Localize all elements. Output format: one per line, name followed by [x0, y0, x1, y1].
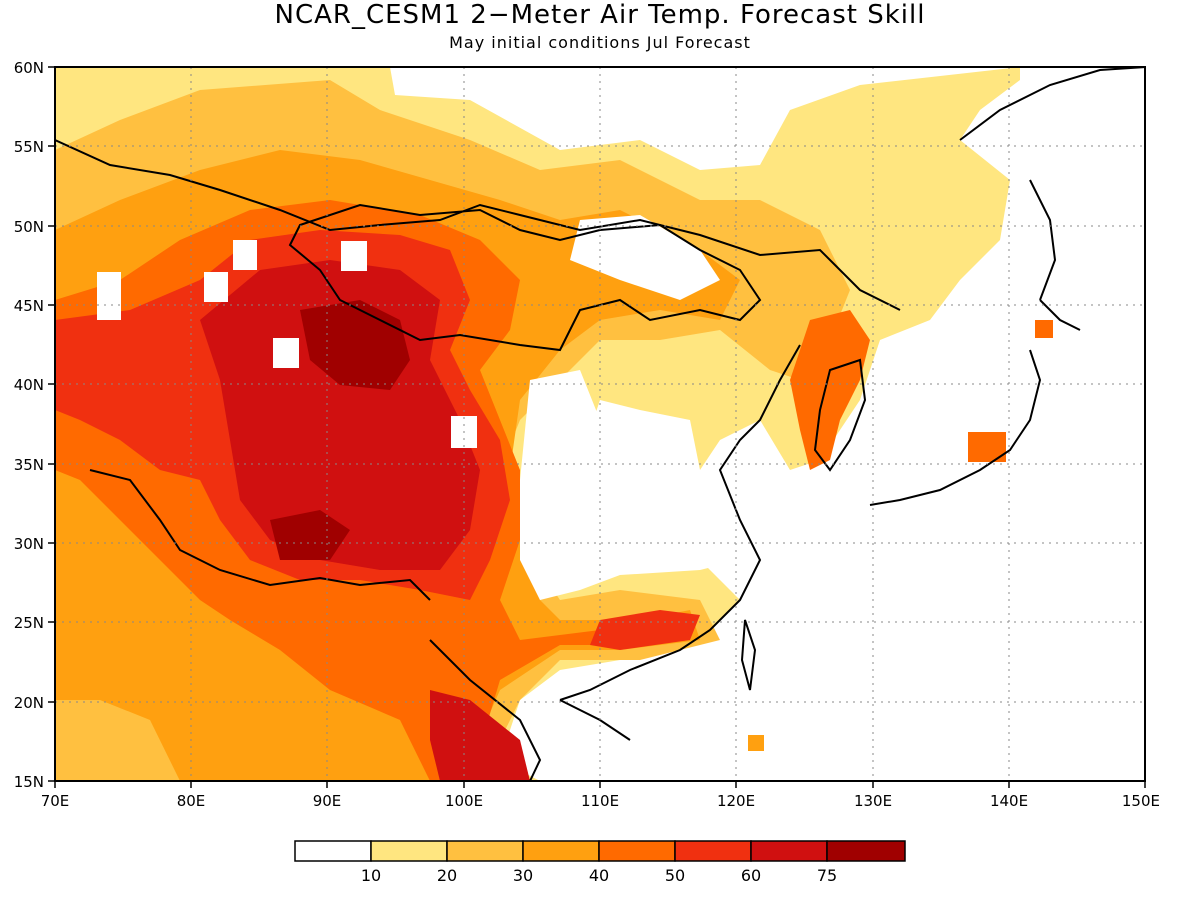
skill-patch-hokkaido	[1035, 320, 1053, 338]
skill-region-south-china	[590, 610, 700, 650]
latitude-labels: 60N 55N 50N 45N 40N 35N 30N 25N 20N 15N	[14, 59, 44, 791]
lat-tick-label: 55N	[14, 138, 44, 156]
lon-tick-label: 90E	[313, 792, 342, 810]
lat-tick-label: 40N	[14, 376, 44, 394]
lat-tick-label: 25N	[14, 614, 44, 632]
colorbar: 10 20 30 40 50 60 75	[294, 840, 906, 885]
lat-tick-label: 60N	[14, 59, 44, 77]
china-mongolia-border	[288, 203, 762, 352]
skill-shading	[55, 67, 1053, 781]
india-border	[89, 469, 431, 601]
missing-cell	[97, 272, 121, 320]
colorbar-swatch	[446, 840, 524, 862]
skill-region-above-75-south	[270, 510, 350, 560]
siberia-coast	[959, 67, 1145, 141]
colorbar-label: 50	[665, 866, 685, 885]
low-skill-area-mongolia	[570, 215, 720, 300]
lat-tick-label: 45N	[14, 297, 44, 315]
skill-patch-taiwan	[748, 735, 764, 751]
missing-cell	[204, 272, 228, 302]
lat-tick-label: 15N	[14, 773, 44, 791]
colorbar-swatch	[370, 840, 448, 862]
lon-tick-label: 110E	[581, 792, 619, 810]
colorbar-swatch	[522, 840, 600, 862]
colorbar-swatch	[750, 840, 828, 862]
lon-tick-label: 100E	[445, 792, 483, 810]
lat-tick-label: 30N	[14, 535, 44, 553]
skill-region-60-75	[200, 260, 480, 570]
missing-cell	[341, 241, 367, 271]
gridlines	[55, 67, 1145, 781]
coastlines	[55, 67, 1145, 781]
colorbar-label: 60	[741, 866, 761, 885]
skill-region-korea	[790, 310, 870, 470]
colorbar-label: 75	[817, 866, 837, 885]
lat-tick-label: 20N	[14, 694, 44, 712]
colorbar-swatch	[674, 840, 752, 862]
lon-tick-label: 140E	[990, 792, 1028, 810]
map-title: NCAR_CESM1 2−Meter Air Temp. Forecast Sk…	[274, 0, 926, 30]
longitude-labels: 70E 80E 90E 100E 110E 120E 130E 140E 150…	[41, 792, 1160, 810]
missing-cell	[273, 338, 299, 368]
korea-coast	[813, 358, 867, 472]
colorbar-label: 30	[513, 866, 533, 885]
russia-border	[55, 139, 901, 311]
lat-tick-label: 50N	[14, 218, 44, 236]
colorbar-swatch	[294, 840, 372, 862]
lat-tick-label: 35N	[14, 456, 44, 474]
taiwan-coast	[740, 619, 757, 691]
lon-tick-label: 130E	[854, 792, 892, 810]
colorbar-swatch	[598, 840, 676, 862]
colorbar-swatch	[826, 840, 906, 862]
skill-region-above-75	[300, 300, 410, 390]
sakhalin-coast	[1029, 179, 1057, 301]
axis-ticks	[48, 66, 1146, 788]
lon-tick-label: 120E	[717, 792, 755, 810]
skill-region-indochina	[430, 690, 530, 781]
colorbar-label: 40	[589, 866, 609, 885]
colorbar-label: 10	[361, 866, 381, 885]
map-subtitle: May initial conditions Jul Forecast	[449, 33, 751, 52]
missing-cell	[233, 240, 257, 270]
east-china-coast	[559, 344, 801, 701]
lon-tick-label: 150E	[1122, 792, 1160, 810]
colorbar-label: 20	[437, 866, 457, 885]
lon-tick-label: 70E	[41, 792, 70, 810]
japan-coast	[869, 299, 1081, 506]
lon-tick-label: 80E	[177, 792, 206, 810]
